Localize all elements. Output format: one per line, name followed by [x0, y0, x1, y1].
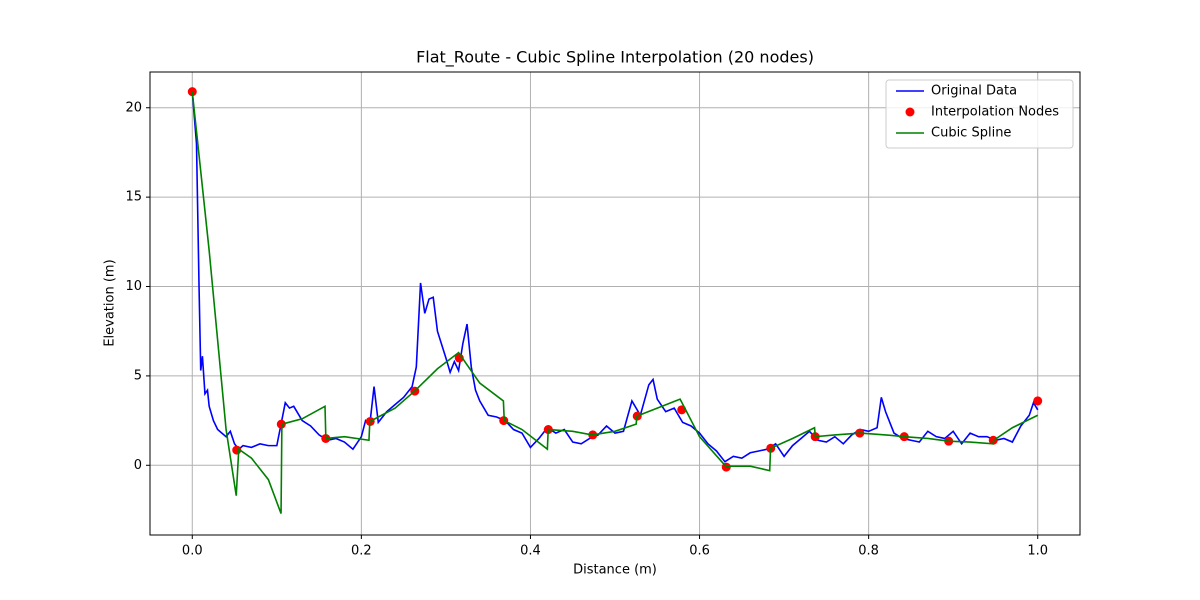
legend-box [885, 79, 1074, 149]
x-tick-label: 0.2 [351, 544, 372, 559]
series-line [191, 91, 1039, 514]
legend-label: Original Data [931, 84, 1017, 99]
y-tick-label: 15 [125, 190, 142, 205]
x-tick-label: 0.6 [689, 544, 710, 559]
legend-label: Cubic Spline [931, 126, 1011, 141]
y-axis-label: Elevation (m) [103, 259, 118, 346]
x-tick-label: 0.0 [182, 544, 203, 559]
x-axis-label: Distance (m) [573, 563, 657, 578]
chart-title: Flat_Route - Cubic Spline Interpolation … [416, 48, 814, 68]
axes-frame [149, 71, 1081, 536]
y-tick-label: 0 [134, 458, 142, 473]
y-tick-label: 20 [125, 100, 142, 115]
x-tick-label: 0.8 [858, 544, 879, 559]
x-tick-label: 0.4 [520, 544, 541, 559]
series-line [191, 91, 1039, 463]
y-tick-label: 5 [134, 368, 142, 383]
legend-swatch [905, 107, 915, 117]
x-tick-label: 1.0 [1027, 544, 1048, 559]
plot-area [187, 87, 1043, 514]
y-tick-label: 10 [125, 279, 142, 294]
legend-label: Interpolation Nodes [931, 105, 1059, 120]
node-point [1033, 396, 1043, 406]
